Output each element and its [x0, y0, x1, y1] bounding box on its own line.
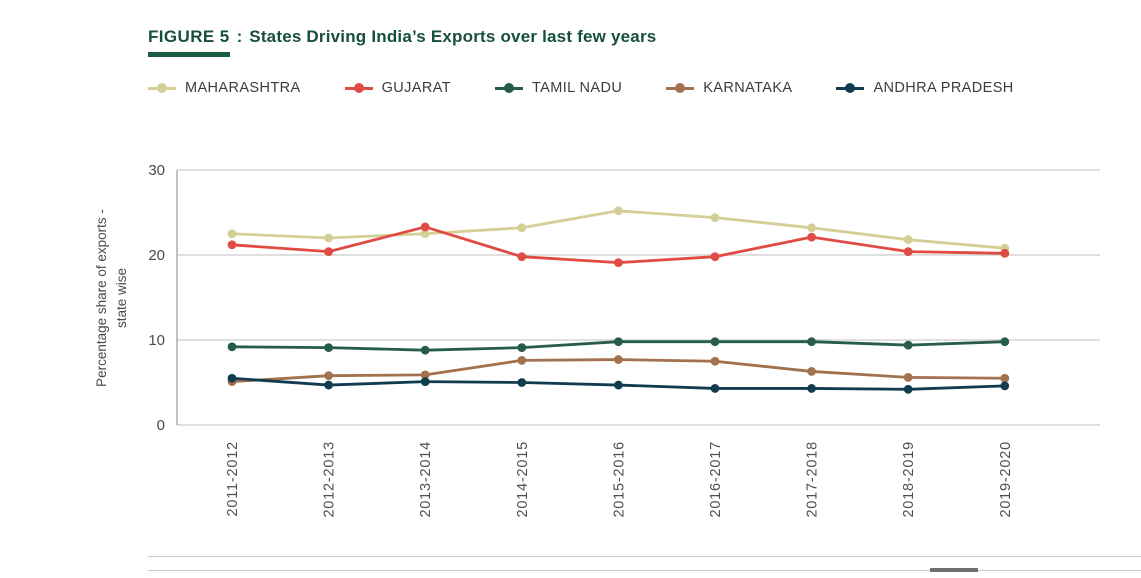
data-point-gujarat: [324, 247, 333, 256]
data-point-gujarat: [1000, 248, 1010, 258]
data-point-tamil-nadu: [1000, 337, 1010, 347]
footer-divider-top: [148, 556, 1141, 557]
data-point-gujarat: [227, 240, 237, 250]
y-tick-label: 30: [148, 162, 165, 179]
data-point-maharashtra: [517, 223, 527, 233]
y-axis-title-line1: Percentage share of exports -: [94, 209, 109, 387]
data-point-andhra-pradesh: [517, 378, 527, 387]
data-point-andhra-pradesh: [710, 384, 720, 393]
legend-label: KARNATAKA: [703, 80, 793, 96]
legend-item-karnataka: KARNATAKA: [666, 80, 792, 96]
scrollbar-thumb[interactable]: [930, 568, 978, 572]
data-point-tamil-nadu: [710, 337, 720, 347]
x-tick-label: 2015-2016: [611, 441, 627, 518]
data-point-andhra-pradesh: [903, 384, 913, 394]
legend-item-andhra-pradesh: ANDHRA PRADESH: [836, 80, 1013, 96]
figure-label-underline: [148, 52, 230, 57]
series-line-gujarat: [230, 225, 1007, 265]
figure-separator: :: [236, 27, 243, 46]
x-tick-label: 2011-2012: [225, 441, 241, 516]
data-point-gujarat: [903, 247, 913, 256]
data-point-karnataka: [903, 373, 913, 382]
data-point-tamil-nadu: [227, 342, 237, 352]
x-tick-label: 2018-2019: [901, 441, 917, 518]
legend-line-dot-icon: [344, 83, 373, 94]
figure-title: States Driving India’s Exports over last…: [249, 27, 657, 46]
y-tick-label: 10: [148, 332, 165, 349]
data-point-andhra-pradesh: [614, 380, 623, 390]
legend-item-maharashtra: MAHARASHTRA: [148, 80, 301, 96]
data-point-maharashtra: [807, 223, 816, 233]
chart-svg: 0 10 20 30 2011-2012 2012-2013 2013-2014 2014-2…: [148, 162, 1100, 518]
data-point-karnataka: [517, 356, 527, 365]
x-tick-label: 2019-2020: [998, 441, 1014, 518]
legend-line-dot-icon: [495, 83, 523, 94]
x-tick-label: 2014-2015: [515, 441, 531, 518]
data-point-karnataka: [614, 355, 623, 364]
data-point-gujarat: [517, 252, 527, 262]
figure-title-line: FIGURE 5: States Driving India’s Exports …: [148, 27, 656, 47]
data-point-andhra-pradesh: [227, 373, 237, 383]
legend-label: MAHARASHTRA: [185, 80, 301, 96]
legend-item-gujarat: GUJARAT: [344, 80, 451, 96]
data-point-gujarat: [614, 258, 623, 268]
legend-label: GUJARAT: [381, 80, 451, 96]
data-point-maharashtra: [324, 233, 333, 243]
data-point-tamil-nadu: [614, 337, 623, 347]
series-line-maharashtra: [230, 209, 1007, 250]
footer-divider-bottom: [148, 570, 1141, 571]
x-tick-label: 2016-2017: [708, 441, 724, 518]
data-point-maharashtra: [227, 229, 237, 239]
legend-label: ANDHRA PRADESH: [873, 80, 1014, 96]
legend-item-tamil-nadu: TAMIL NADU: [495, 80, 622, 96]
y-tick-label: 20: [148, 247, 165, 264]
data-point-gujarat: [807, 232, 816, 242]
data-point-gujarat: [710, 252, 720, 262]
data-point-karnataka: [420, 370, 430, 380]
data-point-andhra-pradesh: [1000, 381, 1010, 391]
data-point-andhra-pradesh: [807, 384, 816, 393]
y-tick-label: 0: [157, 417, 165, 434]
data-point-karnataka: [710, 356, 720, 366]
figure-header: FIGURE 5: States Driving India’s Exports …: [148, 27, 656, 57]
x-tick-label: 2012-2013: [322, 441, 338, 518]
data-point-karnataka: [1000, 373, 1010, 383]
data-point-tamil-nadu: [324, 343, 333, 353]
data-point-tamil-nadu: [420, 345, 430, 355]
data-point-maharashtra: [614, 206, 623, 216]
data-point-maharashtra: [710, 213, 720, 222]
data-point-andhra-pradesh: [420, 377, 430, 387]
data-point-karnataka: [807, 367, 816, 376]
legend-line-dot-icon: [666, 83, 695, 94]
data-point-tamil-nadu: [807, 337, 816, 347]
data-point-maharashtra: [903, 235, 913, 245]
legend-label: TAMIL NADU: [532, 80, 623, 96]
data-point-tamil-nadu: [903, 340, 913, 350]
data-point-gujarat: [420, 222, 430, 232]
y-axis-title: Percentage share of exports - state wise: [92, 148, 134, 448]
figure-label: FIGURE 5: [148, 27, 230, 46]
data-point-andhra-pradesh: [324, 380, 333, 390]
data-point-maharashtra: [420, 229, 430, 239]
y-axis-title-line2: state wise: [113, 267, 129, 329]
data-point-tamil-nadu: [517, 343, 527, 353]
x-tick-label: 2013-2014: [418, 441, 434, 518]
data-point-karnataka: [324, 371, 333, 381]
legend-line-dot-icon: [148, 83, 176, 94]
x-tick-label: 2017-2018: [805, 441, 821, 518]
legend: MAHARASHTRA GUJARAT TAMIL NADU KARNATAKA AND…: [148, 80, 1014, 96]
legend-line-dot-icon: [836, 83, 865, 94]
